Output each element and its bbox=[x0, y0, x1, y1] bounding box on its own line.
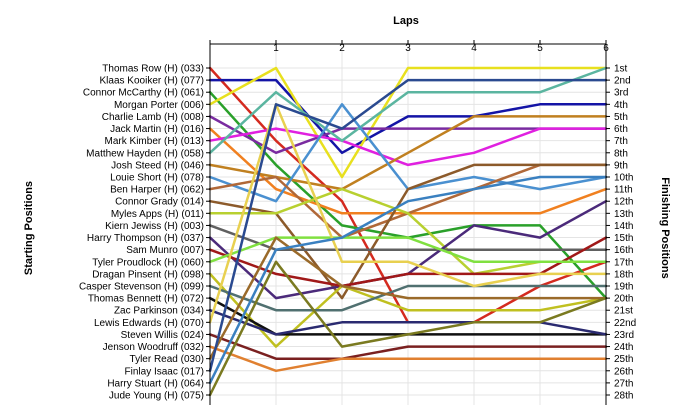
series-line bbox=[208, 236, 608, 360]
series-line bbox=[208, 127, 608, 167]
starting-position-label: Casper Stevenson (H) (099) bbox=[79, 282, 204, 293]
finishing-position-label: 15th bbox=[614, 233, 633, 244]
starting-position-label: Klaas Kooiker (H) (077) bbox=[100, 76, 204, 87]
finishing-position-label: 25th bbox=[614, 354, 633, 365]
finishing-position-label: 9th bbox=[614, 160, 628, 171]
finishing-position-label: 26th bbox=[614, 366, 633, 377]
finishing-position-label: 8th bbox=[614, 148, 628, 159]
finishing-position-labels: 1st2nd3rd4th5th6th7th8th9th10th11th12th1… bbox=[614, 64, 636, 402]
starting-position-label: Matthew Hayden (H) (058) bbox=[86, 148, 204, 159]
finishing-position-label: 3rd bbox=[614, 88, 628, 99]
starting-position-label: Dragan Pinsent (H) (098) bbox=[92, 269, 204, 280]
starting-position-label: Zac Parkinson (034) bbox=[114, 306, 204, 317]
starting-position-label: Sam Munro (007) bbox=[126, 245, 204, 256]
finishing-position-label: 1st bbox=[614, 64, 628, 75]
series-line bbox=[208, 66, 608, 179]
starting-position-label: Kiern Jewiss (H) (003) bbox=[105, 221, 204, 232]
starting-position-label: Louie Short (H) (078) bbox=[110, 173, 204, 184]
series-line bbox=[208, 260, 608, 397]
finishing-position-label: 4th bbox=[614, 100, 628, 111]
chart-title: Laps bbox=[393, 15, 419, 27]
starting-position-label: Thomas Row (H) (033) bbox=[102, 64, 204, 75]
series-line bbox=[208, 345, 608, 373]
series-line bbox=[208, 66, 608, 155]
series-line bbox=[208, 175, 608, 385]
finishing-position-label: 19th bbox=[614, 282, 633, 293]
lap-tick-label: 2 bbox=[339, 43, 345, 54]
finishing-position-label: 2nd bbox=[614, 76, 631, 87]
finishing-position-label: 24th bbox=[614, 342, 633, 353]
series-line bbox=[208, 272, 608, 348]
finishing-position-label: 23rd bbox=[614, 330, 634, 341]
starting-position-label: Steven Willis (024) bbox=[121, 330, 204, 341]
series-line bbox=[208, 333, 608, 360]
finishing-position-label: 17th bbox=[614, 257, 633, 268]
starting-position-label: Connor Grady (014) bbox=[115, 197, 204, 208]
starting-position-label: Thomas Bennett (H) (072) bbox=[88, 294, 204, 305]
starting-position-label: Myles Apps (H) (011) bbox=[111, 209, 204, 220]
series-line bbox=[208, 78, 608, 373]
lap-tick-label: 5 bbox=[537, 43, 543, 54]
starting-position-label: Harry Thompson (H) (037) bbox=[87, 233, 204, 244]
y-axis-label: Starting Positions bbox=[23, 181, 35, 275]
starting-position-label: Morgan Porter (006) bbox=[114, 100, 204, 111]
starting-position-labels: Thomas Row (H) (033)Klaas Kooiker (H) (0… bbox=[79, 64, 204, 402]
finishing-position-label: 28th bbox=[614, 391, 633, 402]
starting-position-label: Jack Martin (H) (016) bbox=[110, 124, 204, 135]
lap-tick-label: 4 bbox=[471, 43, 477, 54]
lap-tick-label: 3 bbox=[405, 43, 411, 54]
series-lines bbox=[208, 66, 608, 397]
finishing-position-label: 27th bbox=[614, 378, 633, 389]
y2-axis-label: Finishing Positions bbox=[659, 177, 671, 278]
finishing-position-label: 18th bbox=[614, 269, 633, 280]
starting-position-label: Jude Young (H) (075) bbox=[109, 391, 204, 402]
finishing-position-label: 5th bbox=[614, 112, 628, 123]
starting-position-label: Lewis Edwards (H) (070) bbox=[94, 318, 204, 329]
finishing-position-label: 22nd bbox=[614, 318, 636, 329]
starting-position-label: Ben Harper (H) (062) bbox=[110, 185, 204, 196]
finishing-position-label: 12th bbox=[614, 197, 633, 208]
finishing-position-label: 21st bbox=[614, 306, 633, 317]
finishing-position-label: 6th bbox=[614, 124, 628, 135]
finishing-position-label: 20th bbox=[614, 294, 633, 305]
lap-tick-label: 6 bbox=[603, 43, 609, 54]
finishing-position-label: 16th bbox=[614, 245, 633, 256]
finishing-position-label: 14th bbox=[614, 221, 633, 232]
finishing-position-label: 10th bbox=[614, 173, 633, 184]
starting-position-label: Tyler Proudlock (H) (060) bbox=[92, 257, 204, 268]
starting-position-label: Finlay Isaac (017) bbox=[125, 366, 204, 377]
starting-position-label: Connor McCarthy (H) (061) bbox=[83, 88, 204, 99]
x-tick-labels: 1 2 3 4 5 6 bbox=[273, 43, 609, 54]
starting-position-label: Josh Steed (H) (046) bbox=[111, 160, 204, 171]
starting-position-label: Mark Kimber (H) (013) bbox=[105, 136, 204, 147]
series-line bbox=[208, 284, 608, 312]
starting-position-label: Jenson Woodruff (032) bbox=[103, 342, 204, 353]
starting-position-label: Harry Stuart (H) (064) bbox=[107, 378, 204, 389]
series-line bbox=[208, 78, 608, 155]
lap-tick-label: 1 bbox=[273, 43, 279, 54]
finishing-position-label: 7th bbox=[614, 136, 628, 147]
starting-position-label: Tyler Read (030) bbox=[130, 354, 204, 365]
axes bbox=[206, 40, 610, 405]
finishing-position-label: 11th bbox=[614, 185, 633, 196]
starting-position-label: Charlie Lamb (H) (008) bbox=[102, 112, 204, 123]
finishing-position-label: 13th bbox=[614, 209, 633, 220]
